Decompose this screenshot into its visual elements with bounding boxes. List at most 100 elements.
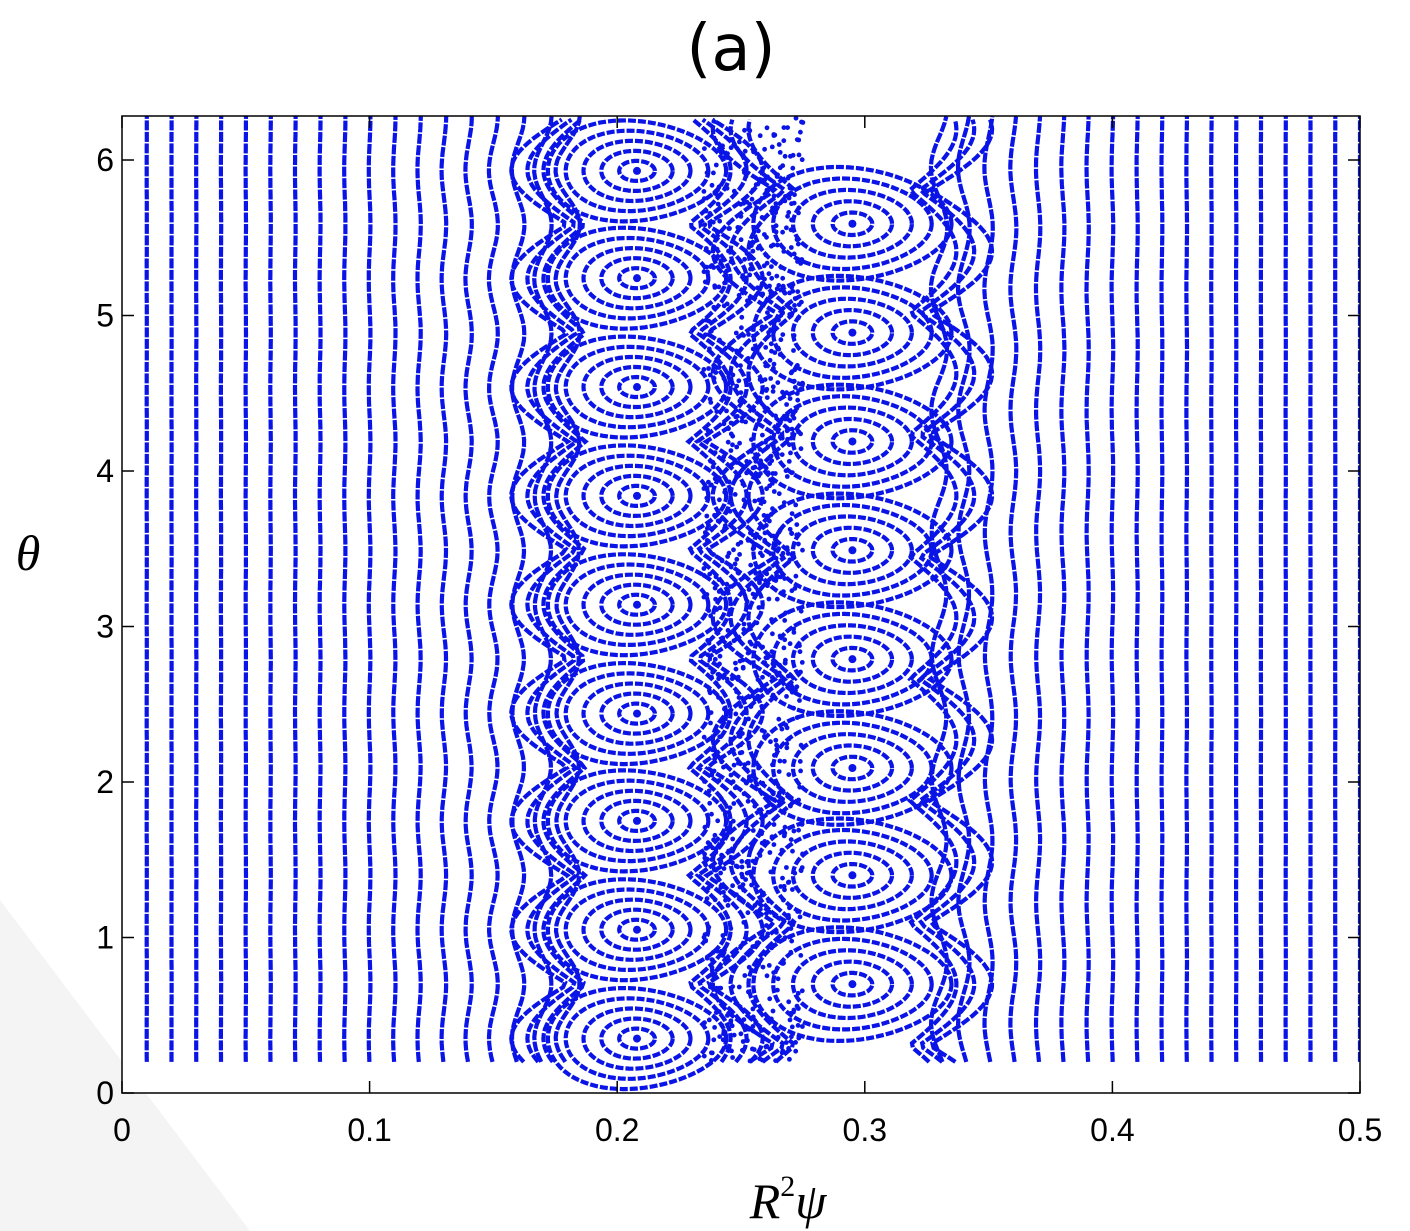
island-orbit: [751, 382, 954, 501]
y-axis-label: θ: [16, 525, 41, 581]
chaotic-point: [795, 363, 800, 368]
chaotic-point: [773, 223, 779, 229]
chaotic-point: [741, 920, 747, 925]
chaotic-point: [784, 865, 789, 870]
chaotic-point: [791, 705, 796, 711]
chaotic-point: [782, 824, 788, 830]
chaotic-point: [764, 125, 770, 131]
chaotic-point: [740, 664, 746, 670]
island-orbit: [771, 176, 934, 272]
chaotic-point: [741, 887, 746, 893]
chaotic-point: [740, 1047, 745, 1053]
chaotic-point: [783, 468, 789, 474]
chaotic-point: [788, 949, 794, 955]
chaotic-point: [702, 779, 707, 784]
island-orbit: [563, 344, 711, 430]
chaotic-point: [733, 414, 739, 420]
island-orbit: [771, 827, 934, 923]
chaotic-point: [728, 564, 734, 570]
chaotic-point: [737, 139, 742, 145]
o-point: [633, 274, 642, 283]
island-orbit: [751, 709, 954, 827]
chaotic-point: [765, 310, 770, 315]
chaotic-point: [721, 454, 727, 460]
chaotic-point: [724, 817, 730, 823]
chaotic-point: [771, 842, 777, 847]
chaotic-point: [759, 840, 765, 846]
chaotic-point: [797, 914, 803, 920]
chaotic-point: [702, 851, 707, 857]
chaotic-point: [798, 953, 804, 958]
x-tick-label: 0.5: [1338, 1112, 1382, 1148]
chaotic-point: [709, 811, 714, 817]
chaotic-point: [709, 1058, 714, 1063]
chaotic-point: [773, 229, 779, 235]
chaotic-point: [721, 303, 727, 309]
chaotic-point: [731, 762, 737, 768]
chaotic-point: [716, 676, 721, 682]
axis-ticks: [121, 116, 1361, 1094]
chaotic-point: [780, 310, 785, 316]
chaotic-point: [793, 1040, 798, 1045]
chaotic-point: [741, 791, 747, 797]
chaotic-point: [717, 734, 723, 740]
chaotic-point: [737, 552, 742, 557]
chaotic-point: [798, 129, 803, 135]
chaotic-point: [790, 848, 795, 854]
chaotic-point: [783, 194, 788, 199]
chaotic-point: [720, 1037, 726, 1043]
chaotic-point: [794, 715, 800, 720]
chaotic-point: [711, 170, 716, 176]
chaotic-point: [794, 1003, 800, 1009]
chaotic-point: [784, 474, 790, 479]
chaotic-point: [757, 133, 763, 139]
chaotic-point: [705, 885, 711, 891]
chaotic-point: [795, 241, 801, 247]
chaotic-point: [795, 1023, 801, 1028]
chaotic-point: [776, 670, 782, 676]
chaotic-point: [791, 828, 797, 834]
x-tick-label: 0: [113, 1112, 131, 1148]
chaotic-point: [776, 142, 782, 147]
chaotic-point: [756, 962, 761, 968]
chaotic-point: [750, 591, 756, 597]
chaotic-point: [778, 797, 784, 803]
chaotic-point: [718, 870, 723, 876]
chaotic-point: [717, 1034, 723, 1039]
chaotic-point: [731, 547, 736, 553]
chaotic-point: [705, 652, 711, 658]
chaotic-point: [781, 960, 786, 966]
chaotic-point: [716, 577, 722, 583]
chaotic-point: [765, 583, 770, 589]
y-tick-label: 5: [96, 298, 114, 334]
island-orbit: [830, 970, 875, 998]
y-tick-label: 1: [96, 920, 114, 956]
island-orbit: [830, 537, 875, 564]
chaotic-point: [781, 138, 787, 144]
chaotic-point: [790, 551, 796, 557]
chaotic-point: [758, 459, 763, 465]
chaotic-point: [775, 380, 781, 385]
island-orbit: [771, 720, 934, 816]
chaotic-point: [710, 747, 715, 753]
o-point: [848, 980, 857, 989]
chaotic-point: [758, 906, 763, 912]
chaotic-point: [750, 465, 756, 471]
chaotic-point: [776, 283, 782, 288]
chaotic-point: [761, 263, 767, 269]
chaotic-point: [774, 273, 780, 279]
island-orbit: [830, 754, 875, 782]
chaotic-point: [770, 384, 776, 390]
chaotic-point: [731, 801, 737, 806]
chaotic-point: [792, 870, 798, 876]
chaotic-point: [727, 805, 733, 811]
chaotic-point: [770, 506, 775, 512]
chaotic-point: [739, 314, 745, 320]
chaotic-point: [793, 1048, 799, 1054]
island-orbit: [810, 308, 895, 358]
chaotic-point: [717, 661, 722, 667]
chaotic-point: [704, 513, 710, 519]
chaotic-point: [784, 694, 789, 699]
chaotic-point: [764, 911, 769, 916]
chaotic-point: [730, 836, 736, 842]
